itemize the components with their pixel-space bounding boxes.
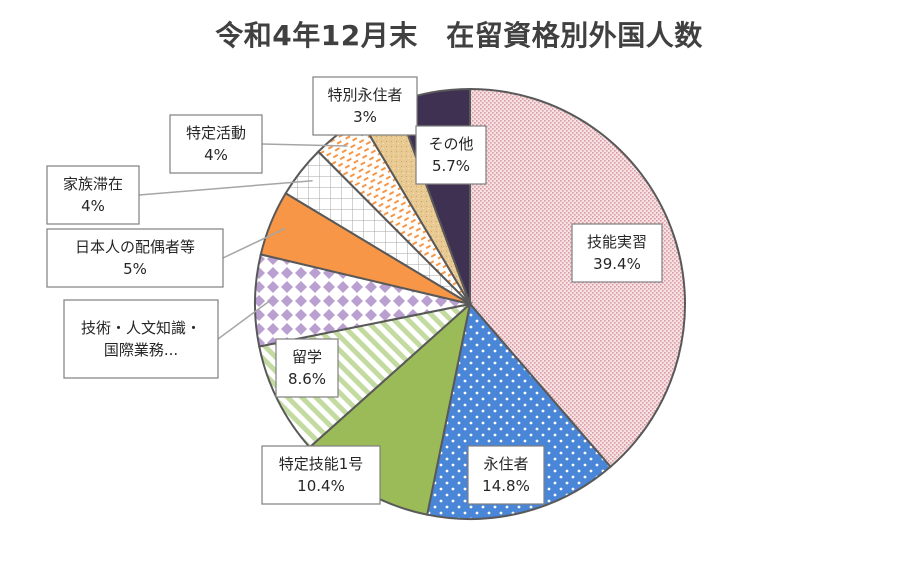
data-label-category: 特定活動 <box>186 124 246 142</box>
leader-line <box>138 179 313 196</box>
leader-line <box>222 227 286 259</box>
data-label-category: 留学 <box>292 348 322 366</box>
data-label-category: 特別永住者 <box>327 86 402 104</box>
data-label-category: 特定技能1号 <box>279 455 364 473</box>
data-label-value: 39.4% <box>593 255 641 273</box>
data-label-box <box>46 165 140 225</box>
data-label-box <box>46 228 224 288</box>
data-label-box <box>169 114 263 174</box>
data-label-value: 4% <box>204 146 228 164</box>
leader-line <box>217 300 271 340</box>
data-label-box <box>261 445 381 505</box>
data-label-box <box>275 338 339 398</box>
data-label-category: 国際業務... <box>104 341 178 359</box>
leader-line <box>261 143 348 147</box>
data-label-category: 永住者 <box>483 455 528 473</box>
data-label-category: その他 <box>428 135 473 153</box>
data-label-value: 5% <box>123 260 147 278</box>
data-label-box <box>415 125 487 185</box>
data-label-box <box>63 299 219 379</box>
data-label-value: 4% <box>81 197 105 215</box>
data-label-box <box>312 76 418 136</box>
data-label-category: 家族滞在 <box>63 175 123 193</box>
data-label-category: 技術・人文知識・ <box>81 319 201 337</box>
data-label-value: 8.6% <box>288 370 326 388</box>
data-label-value: 10.4% <box>297 477 345 495</box>
data-label-box <box>571 223 663 283</box>
data-label-box <box>467 445 545 505</box>
data-label-category: 日本人の配偶者等 <box>75 238 195 256</box>
data-label-value: 5.7% <box>432 157 470 175</box>
data-label-value: 14.8% <box>482 477 530 495</box>
data-label-category: 技能実習 <box>587 233 647 251</box>
data-label-value: 3% <box>353 108 377 126</box>
chart-title: 令和4年12月末 在留資格別外国人数 <box>215 19 703 52</box>
